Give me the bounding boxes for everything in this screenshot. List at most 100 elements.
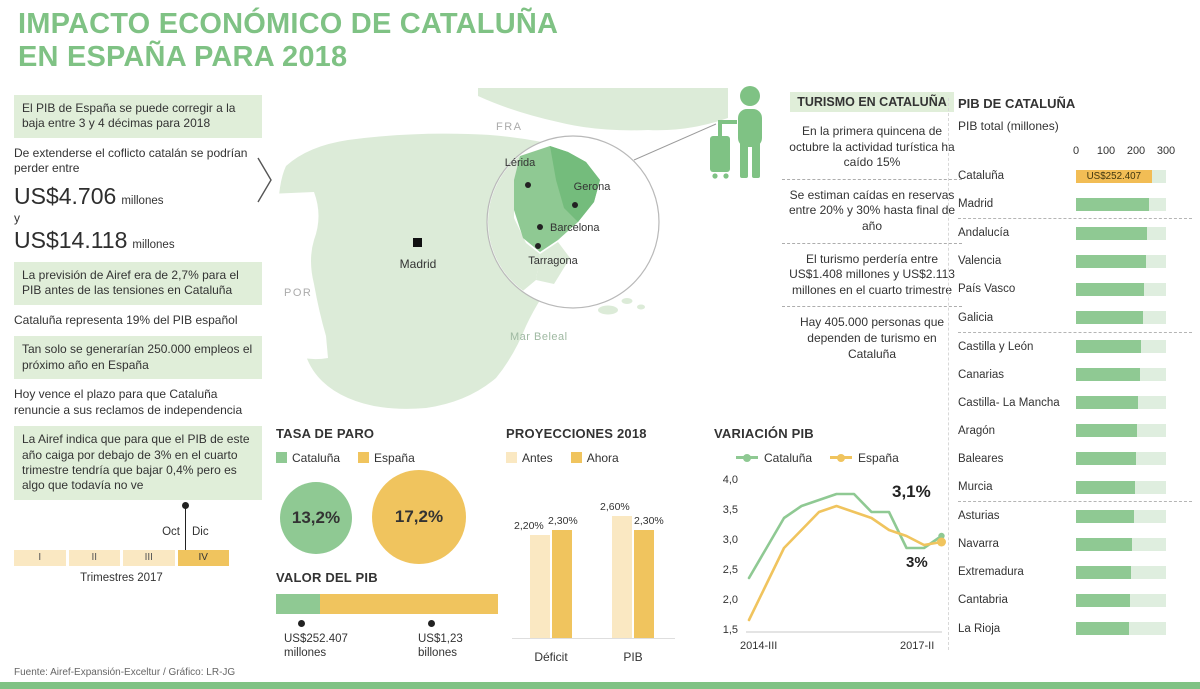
proyecciones-value-label: 2,30%	[634, 514, 664, 527]
quarter-cell: II	[68, 549, 120, 566]
pib-row: Galicia	[958, 303, 1192, 333]
pib-header: PIB DE CATALUÑA	[958, 96, 1076, 111]
valor-marker-value: US$1,23	[418, 633, 463, 645]
pib-axis-tick: 200	[1126, 145, 1146, 157]
barcelona-marker	[537, 224, 543, 230]
tasa-paro-header: TASA DE PARO	[276, 426, 375, 441]
fact-block: El PIB de España se puede corregir a la …	[14, 95, 262, 138]
pib-bar-fill	[1076, 282, 1145, 296]
antes-swatch	[506, 452, 517, 463]
series-line-cataluña	[747, 492, 943, 580]
series-end-dot-españa	[937, 537, 946, 547]
valor-marker-value: US$252.407	[284, 633, 348, 645]
x-axis-label-start: 2014-III	[740, 640, 778, 652]
pib-bar-track	[1076, 340, 1166, 354]
espana-swatch	[358, 452, 370, 463]
pib-bar-fill	[1076, 622, 1129, 636]
pib-row: Castilla- La Mancha	[958, 389, 1192, 417]
turismo-section: TURISMO EN CATALUÑA En la primera quince…	[782, 92, 962, 370]
pib-bar-track	[1076, 509, 1166, 523]
cataluna-segment	[276, 594, 321, 614]
pib-row-label: Aragón	[958, 424, 996, 437]
fact-block: La Airef indica que para que el PIB de e…	[14, 426, 262, 500]
pib-bar-track	[1076, 282, 1166, 296]
pib-bar-fill	[1076, 480, 1135, 494]
proyecciones-value-label: 2,20%	[514, 519, 544, 532]
variacion-legend: Cataluña España	[736, 451, 962, 465]
pib-bar-track	[1076, 368, 1166, 382]
turismo-header: TURISMO EN CATALUÑA	[790, 92, 954, 112]
timeline-quarters: I II III IV	[14, 549, 229, 566]
chevron-right-icon	[257, 157, 272, 203]
pib-row-label: País Vasco	[958, 283, 1016, 296]
sea-label: Mar Beleal	[510, 331, 568, 343]
pib-bar-track	[1076, 593, 1166, 607]
valor-pib-header: VALOR DEL PIB	[276, 570, 378, 585]
barcelona-label: Barcelona	[550, 222, 600, 234]
pib-row-label: La Rioja	[958, 622, 1001, 635]
legend-item: España	[830, 451, 899, 465]
pib-bar-chart: Cataluña US$252.407 Madrid Andalucía Valenci…	[958, 162, 1192, 643]
pib-row: Canarias	[958, 361, 1192, 389]
proyecciones-category-label: Déficit	[534, 650, 568, 664]
impact-value-1-number: US$4.706	[14, 182, 117, 209]
lerida-label: Lérida	[505, 157, 536, 169]
pib-row: Valencia	[958, 247, 1192, 275]
pib-row-label: Canarias	[958, 368, 1005, 381]
variacion-y-tick: 2,0	[722, 594, 738, 606]
impact-intro: De extenderse el coflicto catalán se pod…	[14, 145, 248, 176]
spain-inside-zoom	[536, 242, 570, 284]
gerona-label: Gerona	[574, 181, 612, 193]
pib-row-label: Extremadura	[958, 566, 1024, 579]
valor-marker-dot	[298, 620, 305, 627]
quarters-timeline: Oct Dic I II III IV Trimestres 2017	[14, 501, 229, 584]
pib-cataluna-section: PIB DE CATALUÑA PIB total (millones) 0 10…	[958, 96, 1192, 643]
fact-block: Hoy vence el plazo para que Cataluña ren…	[14, 387, 243, 417]
tarragona-label: Tarragona	[528, 255, 578, 267]
ahora-swatch	[570, 452, 582, 463]
footer-green-strip	[0, 682, 1200, 689]
valor-marker-dot	[428, 620, 435, 627]
pib-row-label: Castilla y León	[958, 340, 1034, 353]
spain-map: Lérida Gerona Barcelona Tarragona Madrid…	[268, 88, 728, 409]
quarter-cell: IV	[177, 549, 229, 566]
turismo-item: El turismo perdería entre US$1.408 millo…	[782, 242, 962, 307]
espana-end-value: 3%	[906, 554, 928, 571]
pib-row-label: Cataluña	[958, 170, 1005, 183]
turismo-items: En la primera quincena de octubre la act…	[782, 116, 962, 370]
pib-subtitle: PIB total (millones)	[958, 119, 1059, 133]
lerida-marker	[525, 182, 531, 188]
pib-row-label: Valencia	[958, 255, 1002, 268]
pib-row-label: Baleares	[958, 452, 1004, 465]
pib-row: Madrid	[958, 190, 1192, 220]
espana-unemployment-circle: 17,2%	[372, 470, 466, 564]
fact-block: Tan solo se generarían 250.000 empleos e…	[14, 336, 262, 380]
pib-bar-track: US$252.407	[1076, 169, 1166, 183]
fact-block: Cataluña representa 19% del PIB español	[14, 312, 238, 327]
proyecciones-value-label: 2,60%	[600, 500, 630, 513]
pib-axis: 0 100 200 300	[958, 145, 1192, 159]
pib-bar-fill	[1076, 396, 1139, 410]
pib-bar-fill	[1076, 537, 1133, 551]
variacion-y-tick: 3,0	[722, 534, 738, 546]
pib-bar-track	[1076, 424, 1166, 438]
pib-bar-track	[1076, 254, 1166, 268]
pib-bar-fill	[1076, 452, 1136, 466]
pib-row: Extremadura	[958, 558, 1192, 586]
pib-bar-fill	[1076, 424, 1138, 438]
proyecciones-category-label: PIB	[623, 650, 643, 664]
france-label: FRA	[496, 121, 523, 133]
france-region	[478, 88, 728, 131]
pib-bar-fill: US$252.407	[1076, 169, 1152, 183]
pib-row: Baleares	[958, 445, 1192, 473]
zoom-leader-line	[633, 123, 717, 161]
legend-label: Antes	[522, 451, 553, 465]
impact-value-1-unit: millones	[121, 194, 164, 207]
cataluna-end-value: 3,1%	[892, 482, 931, 501]
portugal-region	[268, 192, 328, 360]
pib-axis-tick: 0	[1072, 145, 1080, 157]
pib-row: Andalucía	[958, 219, 1192, 247]
tarragona-marker	[535, 243, 541, 249]
valor-marker-unit: millones	[284, 647, 327, 660]
